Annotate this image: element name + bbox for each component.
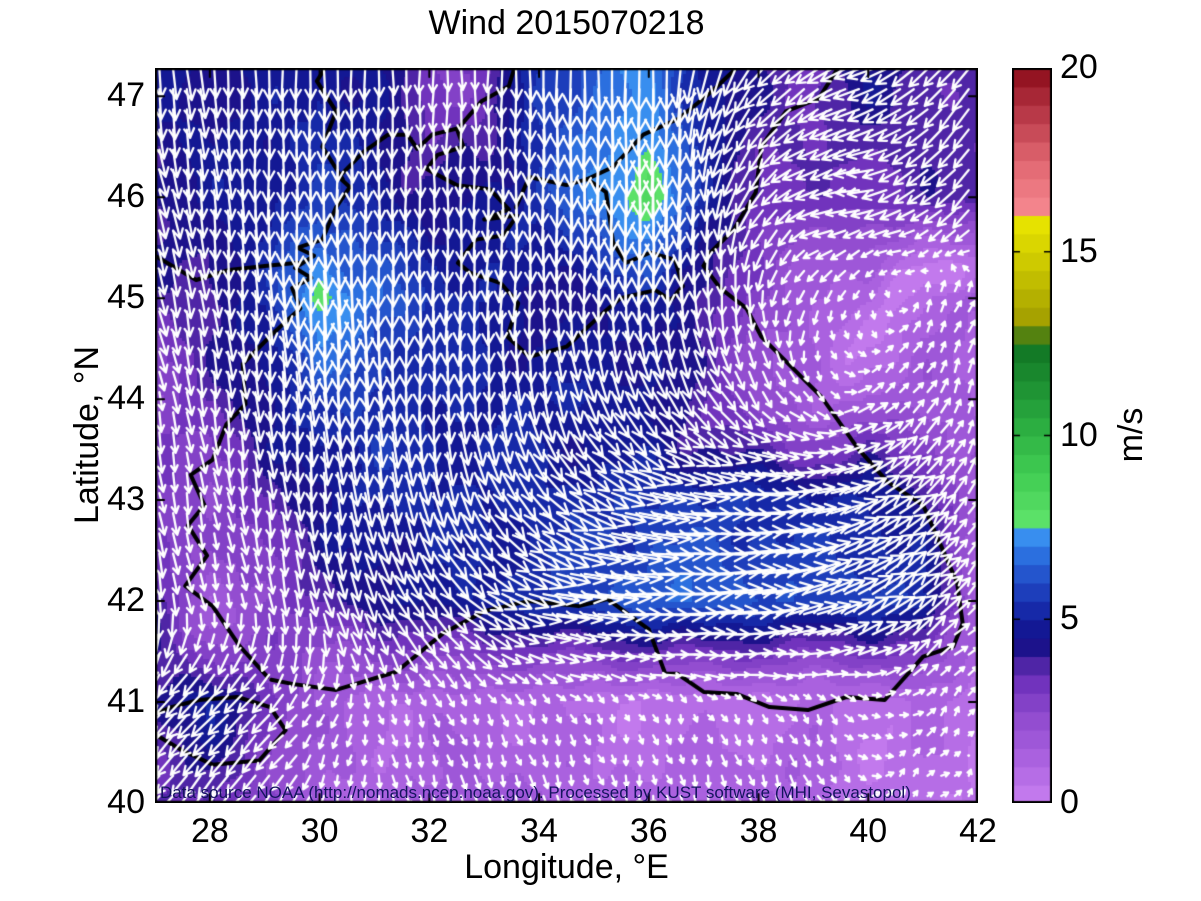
data-source-annotation: Data source NOAA (http://nomads.ncep.noa… — [160, 783, 911, 802]
y-tick-label: 43 — [107, 480, 145, 519]
y-tick-label: 40 — [107, 783, 145, 821]
y-tick-label: 46 — [107, 177, 145, 216]
wind-field-map-canvas — [155, 68, 978, 803]
x-tick-label: 28 — [190, 812, 229, 850]
colorbar-tick-label: 15 — [1060, 231, 1098, 270]
x-tick-label: 40 — [849, 812, 888, 850]
y-tick-label: 47 — [107, 76, 145, 115]
colorbar-tick-label: 10 — [1060, 415, 1098, 454]
chart-title: Wind 2015070218 — [428, 4, 705, 42]
colorbar-tick-label: 0 — [1060, 783, 1079, 821]
colorbar-canvas — [1012, 68, 1052, 803]
y-tick-label: 41 — [107, 682, 145, 721]
y-axis-label: Latitude, °N — [68, 345, 106, 525]
colorbar-tick-label: 5 — [1060, 599, 1079, 638]
x-tick-label: 36 — [629, 812, 668, 850]
y-tick-label: 42 — [107, 581, 145, 620]
colorbar-tick-label: 20 — [1060, 48, 1098, 86]
y-tick-label: 45 — [107, 278, 145, 317]
x-tick-label: 38 — [739, 812, 778, 850]
x-axis-label: Longitude, °E — [464, 848, 669, 886]
x-tick-label: 34 — [520, 812, 558, 850]
y-tick-label: 44 — [107, 379, 145, 418]
x-tick-label: 42 — [959, 812, 997, 850]
colorbar-unit-label: m/s — [1112, 407, 1150, 463]
x-tick-label: 30 — [300, 812, 339, 850]
x-tick-label: 32 — [410, 812, 449, 850]
